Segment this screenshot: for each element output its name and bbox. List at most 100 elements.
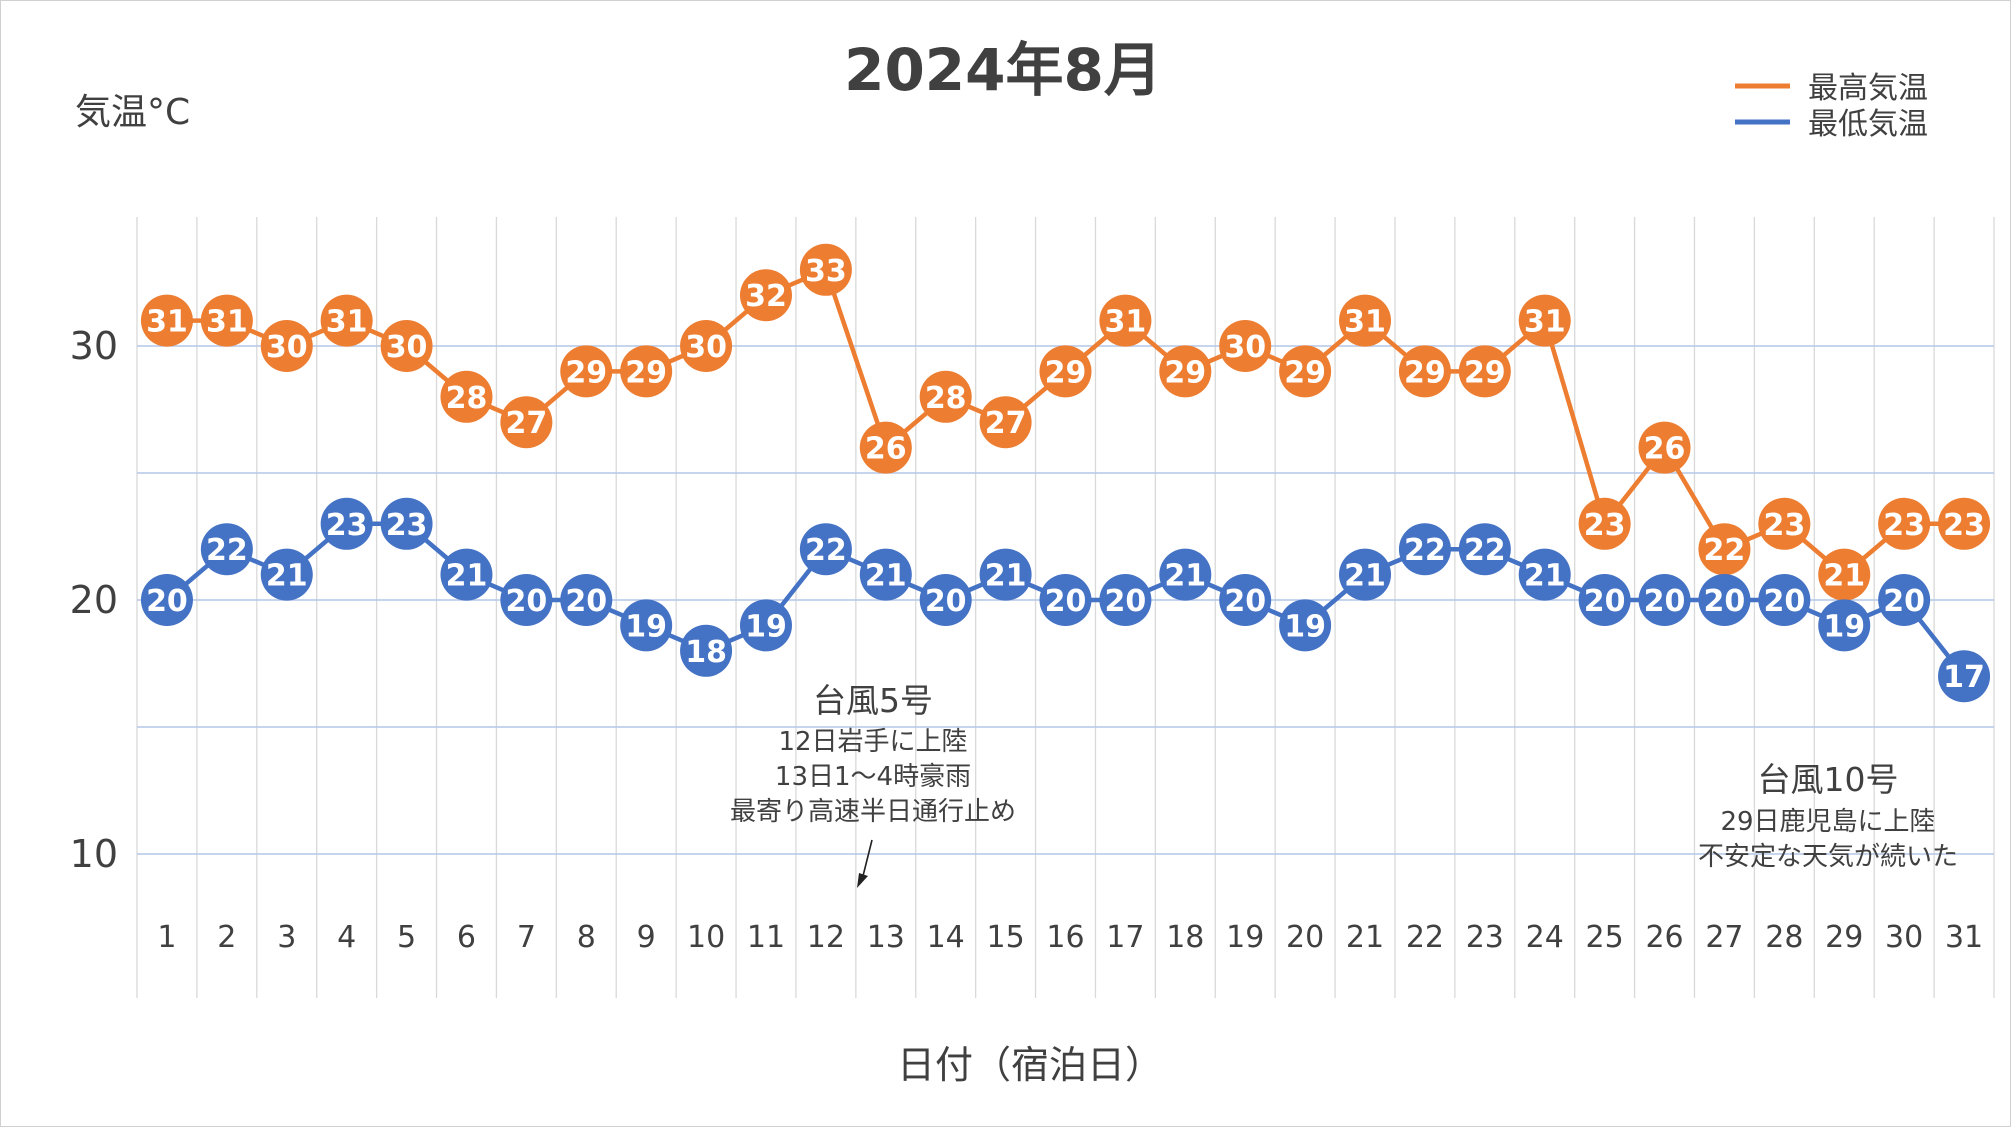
data-label: 20 [1763, 584, 1805, 619]
data-label: 18 [685, 635, 727, 670]
x-axis-ticks: 1 2 3 4 5 6 7 8 9 10 11 12 13 14 15 16 17 18 19 20 21 22 23 24 2… [157, 920, 1983, 955]
data-label: 20 [1045, 584, 1087, 619]
data-point [1159, 548, 1212, 601]
x-tick-label: 12 [807, 920, 845, 955]
data-point [1638, 574, 1691, 626]
data-point [1159, 345, 1212, 398]
data-point [1518, 548, 1571, 601]
x-axis-title: 日付（宿泊日） [897, 1043, 1163, 1087]
data-point [1339, 294, 1392, 347]
data-label: 31 [1344, 305, 1386, 340]
x-tick-label: 2 [217, 920, 236, 955]
data-point [500, 574, 553, 626]
data-label: 20 [1704, 584, 1746, 619]
data-label: 21 [1344, 559, 1386, 594]
annotation-typhoon-10: 台風10号 29日鹿児島に上陸 不安定な天気が続いた [1698, 760, 1958, 872]
x-tick-label: 22 [1406, 920, 1444, 955]
data-label: 20 [1224, 584, 1266, 619]
data-point [140, 574, 193, 626]
data-label: 30 [386, 330, 428, 365]
x-tick-label: 31 [1945, 920, 1983, 955]
x-tick-label: 18 [1166, 920, 1204, 955]
data-point [919, 370, 972, 423]
x-tick-label: 25 [1586, 920, 1624, 955]
x-tick-label: 7 [517, 920, 536, 955]
data-label: 21 [266, 559, 308, 594]
data-label: 28 [446, 381, 488, 416]
data-label: 28 [925, 381, 967, 416]
data-point [1938, 497, 1991, 550]
data-point [1219, 574, 1272, 626]
data-label: 23 [386, 508, 428, 543]
data-label: 22 [1404, 533, 1446, 568]
data-point [380, 320, 433, 372]
data-point [1339, 548, 1392, 601]
x-tick-label: 3 [277, 920, 296, 955]
data-label: 30 [1224, 330, 1266, 365]
data-point [979, 396, 1032, 449]
data-label: 26 [1644, 432, 1686, 467]
data-label: 21 [1823, 559, 1865, 594]
data-label: 29 [625, 355, 667, 390]
annotation-line: 12日岩手に上陸 [778, 727, 967, 757]
data-label: 27 [985, 406, 1027, 441]
data-point [1878, 574, 1931, 626]
data-label: 29 [1464, 355, 1506, 390]
x-tick-label: 20 [1286, 920, 1324, 955]
data-point [739, 599, 792, 652]
legend: 最高気温 最低気温 [1735, 71, 1928, 142]
data-label: 19 [745, 609, 787, 644]
data-label: 19 [1284, 609, 1326, 644]
data-label: 22 [805, 533, 847, 568]
series-layer: 31 31 30 31 30 28 27 29 29 30 32 33 26 28 27 29 31 29 30 29… [140, 243, 1991, 703]
chart-title: 2024年8月 [844, 36, 1162, 104]
data-label: 20 [1883, 584, 1925, 619]
data-label: 23 [1584, 508, 1626, 543]
data-point [380, 497, 433, 550]
data-label: 30 [266, 330, 308, 365]
data-point [1099, 294, 1152, 347]
data-point [200, 294, 253, 347]
data-point [440, 548, 493, 601]
annotation-title: 台風5号 [813, 681, 933, 720]
data-point [979, 548, 1032, 601]
data-point [320, 497, 373, 550]
series-1: 20 22 21 23 23 21 20 20 19 18 19 22 21 20 21 20 20 21 20 19… [140, 497, 1991, 703]
x-tick-label: 6 [457, 920, 476, 955]
data-label: 19 [625, 609, 667, 644]
data-point [1938, 650, 1991, 703]
x-tick-label: 14 [927, 920, 965, 955]
x-tick-label: 26 [1645, 920, 1683, 955]
data-point [1518, 294, 1571, 347]
data-label: 31 [1105, 305, 1147, 340]
data-label: 30 [685, 330, 727, 365]
data-label: 19 [1823, 609, 1865, 644]
data-point [1039, 574, 1092, 626]
data-point [1398, 523, 1451, 576]
data-label: 21 [865, 559, 907, 594]
data-point [1578, 574, 1631, 626]
x-tick-label: 4 [337, 920, 356, 955]
data-point [680, 624, 733, 677]
data-label: 22 [1464, 533, 1506, 568]
data-label: 31 [146, 305, 188, 340]
x-tick-label: 8 [577, 920, 596, 955]
data-point [1818, 548, 1871, 601]
data-label: 29 [1404, 355, 1446, 390]
x-tick-label: 10 [687, 920, 725, 955]
data-label: 20 [1105, 584, 1147, 619]
data-label: 21 [446, 559, 488, 594]
data-point [680, 320, 733, 372]
data-point [1398, 345, 1451, 398]
data-point [1458, 345, 1511, 398]
data-point [140, 294, 193, 347]
data-point [1758, 497, 1811, 550]
x-tick-label: 24 [1526, 920, 1564, 955]
y-tick-label: 30 [70, 324, 118, 368]
x-tick-label: 30 [1885, 920, 1923, 955]
x-tick-label: 13 [867, 920, 905, 955]
data-point [739, 269, 792, 322]
data-point [200, 523, 253, 576]
annotation-line: 13日1～4時豪雨 [775, 762, 971, 792]
annotation-line: 不安定な天気が続いた [1698, 842, 1958, 872]
